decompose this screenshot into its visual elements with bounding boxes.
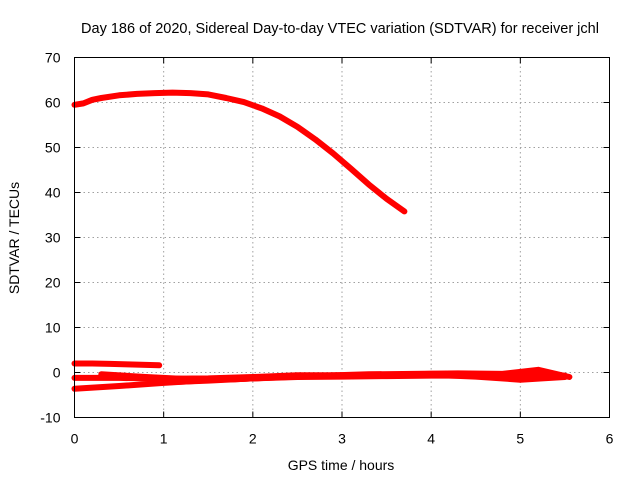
x-tick-label: 0 (71, 431, 79, 447)
y-tick-label: 70 (45, 50, 61, 66)
series-line-short-upper (71, 360, 163, 369)
y-tick-label: 40 (45, 185, 61, 201)
x-tick-label: 1 (160, 431, 168, 447)
x-tick-label: 2 (249, 431, 257, 447)
series-group (71, 89, 573, 392)
series-line-arc-high (71, 89, 408, 215)
axis-ticks (74, 57, 610, 418)
series-line-lower-4 (160, 371, 568, 386)
x-axis-label: GPS time / hours (288, 457, 395, 473)
y-tick-label: -10 (40, 410, 60, 426)
x-tick-labels: 0 1 2 3 4 5 6 (71, 431, 614, 447)
y-tick-labels: -10 0 10 20 30 40 50 60 70 (40, 50, 60, 426)
y-tick-label: 10 (45, 320, 61, 336)
y-axis-label: SDTVAR / TECUs (6, 182, 22, 294)
x-tick-label: 4 (427, 431, 435, 447)
x-tick-label: 6 (606, 431, 614, 447)
y-tick-label: 50 (45, 140, 61, 156)
x-tick-label: 3 (338, 431, 346, 447)
y-tick-label: 0 (53, 365, 61, 381)
y-tick-label: 20 (45, 275, 61, 291)
y-tick-label: 30 (45, 230, 61, 246)
x-tick-label: 5 (516, 431, 524, 447)
chart-title: Day 186 of 2020, Sidereal Day-to-day VTE… (81, 21, 599, 37)
plot-frame (74, 57, 610, 418)
y-tick-label: 60 (45, 95, 61, 111)
